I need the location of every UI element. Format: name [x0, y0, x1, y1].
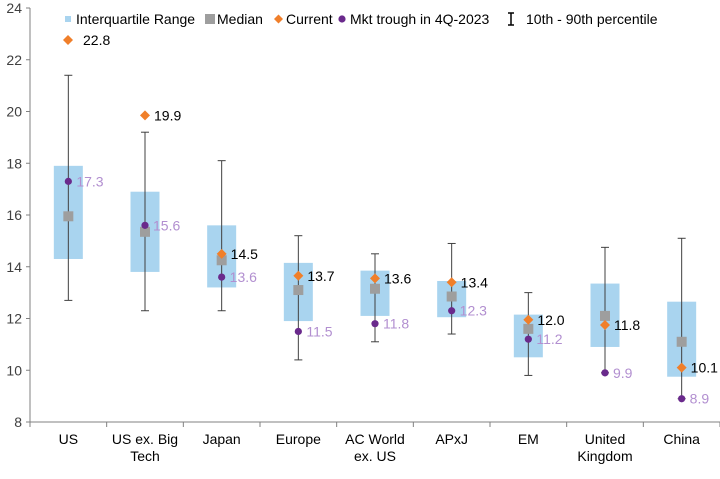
current-marker [370, 273, 380, 284]
current-label: 11.8 [614, 317, 640, 333]
current-label: 14.5 [231, 246, 258, 262]
trough-label: 17.3 [76, 173, 103, 189]
legend-median-swatch [205, 14, 215, 24]
y-tick-label: 24 [6, 0, 22, 16]
legend-extra-current: 22.8 [63, 32, 110, 48]
trough-marker [141, 221, 149, 229]
legend-current-swatch [274, 14, 283, 24]
trough-marker [371, 320, 379, 328]
legend-extra-current-marker [63, 35, 73, 45]
trough-marker [678, 395, 686, 403]
trough-marker [294, 327, 302, 336]
y-tick-label: 14 [6, 259, 22, 275]
current-marker [676, 362, 687, 373]
current-label: 13.4 [461, 274, 488, 290]
legend-label-iqr: Interquartile Range [76, 11, 195, 27]
category-label: Kingdom [577, 448, 632, 464]
category-label: US [59, 431, 78, 447]
legend-item-current: Current [274, 11, 333, 27]
category-label: United [585, 431, 625, 447]
category-group: 12.3 13.4 APxJ [435, 242, 488, 447]
y-tick-label: 10 [6, 362, 22, 378]
current-marker [293, 270, 304, 281]
category-group: 11.5 13.7 Europe [276, 235, 335, 447]
median-marker [446, 291, 457, 302]
legend-iqr-swatch [65, 16, 71, 22]
category-label: US ex. Big [112, 431, 178, 447]
trough-marker [64, 177, 72, 185]
category-label: APxJ [435, 431, 468, 447]
category-group: 13.6 14.5 Japan [203, 160, 258, 447]
median-marker [140, 226, 150, 237]
legend-label-median: Median [217, 11, 263, 27]
median-marker [523, 323, 534, 334]
legend-label-trough: Mkt trough in 4Q-2023 [350, 11, 490, 27]
median-marker [600, 310, 610, 321]
y-tick-label: 12 [6, 311, 22, 327]
trough-label: 11.5 [306, 323, 332, 339]
category-label: Tech [130, 448, 160, 464]
trough-label: 15.6 [153, 217, 180, 233]
median-marker [676, 336, 687, 347]
current-marker [446, 277, 457, 288]
category-label: Europe [276, 431, 321, 447]
y-tick-label: 16 [6, 207, 22, 223]
median-marker [63, 211, 74, 222]
category-label: EM [518, 431, 539, 447]
trough-label: 12.3 [460, 303, 487, 319]
trough-label: 11.8 [383, 316, 409, 332]
legend-item-trough: Mkt trough in 4Q-2023 [338, 11, 490, 27]
plot-area: 8 10 12 14 16 18 20 22 24 17.3 US 15.6 19.9 US ex. Bi… [6, 0, 720, 464]
category-label: Japan [203, 431, 241, 447]
trough-marker [218, 273, 226, 281]
legend-label-whisker: 10th - 90th percentile [526, 11, 658, 27]
y-tick-label: 20 [6, 104, 22, 120]
legend-item-whisker: 10th - 90th percentile [508, 11, 658, 27]
trough-marker [524, 335, 532, 343]
median-marker [216, 255, 227, 266]
trough-label: 11.2 [536, 331, 562, 347]
current-label: 13.7 [307, 268, 334, 284]
y-tick-label: 22 [6, 52, 22, 68]
category-label: China [663, 431, 700, 447]
current-marker [600, 319, 610, 330]
legend-extra-current-label: 22.8 [83, 32, 110, 48]
category-group: 8.9 10.1 China [663, 237, 718, 447]
trough-label: 9.9 [613, 365, 633, 381]
legend-label-current: Current [286, 11, 333, 27]
current-label: 10.1 [691, 360, 718, 376]
trough-label: 8.9 [690, 391, 710, 407]
trough-marker [448, 307, 456, 315]
category-label: ex. US [354, 448, 396, 464]
legend-item-median: Median [205, 11, 263, 27]
current-marker [523, 314, 534, 325]
median-marker [370, 283, 380, 294]
y-tick-label: 18 [6, 155, 22, 171]
legend-trough-swatch [338, 15, 346, 23]
category-group: 11.2 12.0 EM [513, 292, 565, 447]
legend-item-iqr: Interquartile Range [65, 11, 195, 27]
category-group: 17.3 US [53, 74, 104, 447]
current-label: 12.0 [537, 312, 564, 328]
median-marker [293, 285, 304, 296]
current-label: 19.9 [154, 107, 181, 123]
trough-marker [601, 369, 609, 377]
category-label: AC World [345, 431, 405, 447]
current-marker [216, 248, 227, 259]
current-label: 13.6 [384, 270, 411, 286]
legend: Interquartile Range Median Current Mkt trou… [63, 11, 658, 48]
y-tick-label: 8 [14, 414, 22, 430]
trough-label: 13.6 [230, 269, 257, 285]
current-marker [140, 110, 150, 121]
